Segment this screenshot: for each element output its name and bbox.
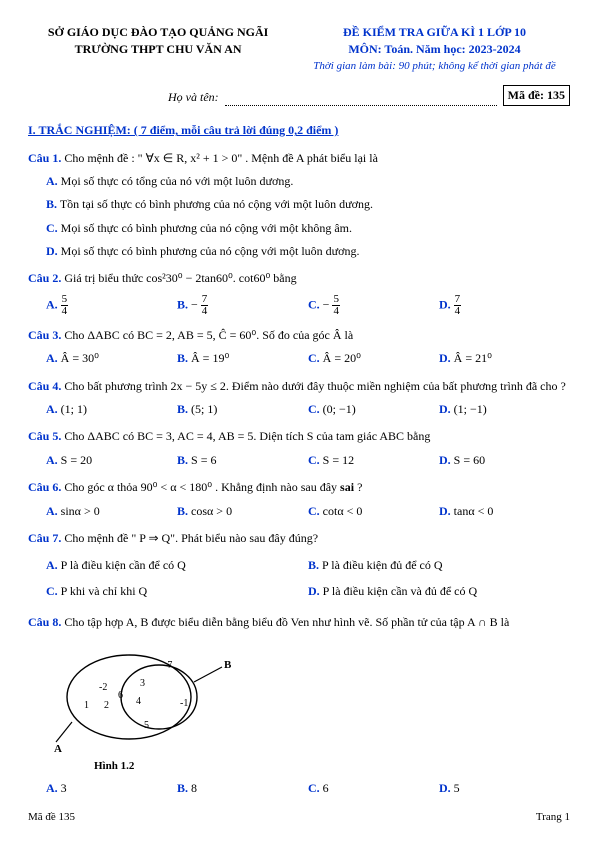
svg-text:2: 2 bbox=[104, 700, 109, 711]
question-5: Câu 5. Cho ΔABC có BC = 3, AC = 4, AB = … bbox=[28, 428, 570, 445]
diagram-caption: Hình 1.2 bbox=[94, 759, 570, 775]
q1-opt-b: B. Tồn tại số thực có bình phương của nó… bbox=[46, 196, 570, 213]
question-2: Câu 2. Giá trị biểu thức cos²30⁰ − 2tan6… bbox=[28, 270, 570, 287]
header: SỞ GIÁO DỤC ĐÀO TẠO QUẢNG NGÃI TRƯỜNG TH… bbox=[28, 24, 570, 75]
footer: Mã đề 135 Trang 1 bbox=[28, 810, 570, 826]
question-4: Câu 4. Cho bất phương trình 2x − 5y ≤ 2.… bbox=[28, 378, 570, 395]
svg-text:1: 1 bbox=[84, 700, 89, 711]
q1-opt-c: C. Mọi số thực có bình phương của nó cộn… bbox=[46, 220, 570, 237]
svg-text:B: B bbox=[224, 659, 232, 671]
footer-left: Mã đề 135 bbox=[28, 810, 75, 826]
exam-title: ĐỀ KIỂM TRA GIỮA KÌ 1 LỚP 10 bbox=[299, 24, 570, 41]
question-1: Câu 1. Cho mệnh đề : " ∀x ∈ R, x² + 1 > … bbox=[28, 150, 570, 167]
venn-diagram: A B -7 -2 3 6 1 2 4 5 -1 Hình 1.2 bbox=[54, 642, 570, 775]
svg-text:-1: -1 bbox=[180, 698, 188, 709]
q2-options: A. 54 B. − 74 C. − 54 D. 74 bbox=[46, 294, 570, 317]
q8-options: A. 3 B. 8 C. 6 D. 5 bbox=[46, 780, 570, 797]
q6-options: A. sinα > 0 B. cosα > 0 C. cotα < 0 D. t… bbox=[46, 503, 570, 520]
q-text: Cho mệnh đề : " ∀x ∈ R, x² + 1 > 0" . Mệ… bbox=[64, 151, 378, 165]
svg-text:5: 5 bbox=[144, 720, 149, 731]
exam-time: Thời gian làm bài: 90 phút; không kể thờ… bbox=[299, 59, 570, 75]
q4-options: A. (1; 1) B. (5; 1) C. (0; −1) D. (1; −1… bbox=[46, 401, 570, 418]
q1-opt-a: A. Mọi số thực có tổng của nó với một lu… bbox=[46, 173, 570, 190]
svg-text:A: A bbox=[54, 743, 62, 755]
name-label: Họ và tên: bbox=[168, 89, 219, 106]
q5-options: A. S = 20 B. S = 6 C. S = 12 D. S = 60 bbox=[46, 452, 570, 469]
question-7: Câu 7. Cho mệnh đề " P ⇒ Q". Phát biểu n… bbox=[28, 530, 570, 547]
footer-right: Trang 1 bbox=[536, 810, 570, 826]
question-3: Câu 3. Cho ΔABC có BC = 2, AB = 5, Ĉ = 6… bbox=[28, 327, 570, 344]
svg-text:-2: -2 bbox=[99, 682, 107, 693]
q3-options: A. Â = 30⁰ B. Â = 19⁰ C. Â = 20⁰ D. Â = … bbox=[46, 350, 570, 367]
svg-text:6: 6 bbox=[118, 690, 123, 701]
name-row: Họ và tên: Mã đề: 135 bbox=[28, 85, 570, 106]
question-8: Câu 8. Cho tập hợp A, B được biểu diễn b… bbox=[28, 614, 570, 631]
svg-text:3: 3 bbox=[140, 678, 145, 689]
school: TRƯỜNG THPT CHU VĂN AN bbox=[28, 41, 288, 58]
q7-options: A. P là điều kiện cần để có Q B. P là đi… bbox=[46, 553, 570, 604]
q1-opt-d: D. Mọi số thực có bình phương của nó cộn… bbox=[46, 243, 570, 260]
dept: SỞ GIÁO DỤC ĐÀO TẠO QUẢNG NGÃI bbox=[28, 24, 288, 41]
name-line bbox=[225, 96, 497, 106]
question-6: Câu 6. Cho góc α thỏa 90⁰ < α < 180⁰ . K… bbox=[28, 479, 570, 496]
svg-text:-7: -7 bbox=[164, 660, 172, 671]
exam-code: Mã đề: 135 bbox=[503, 85, 570, 106]
q-label: Câu 1. bbox=[28, 151, 61, 165]
exam-subject: MÔN: Toán. Năm học: 2023-2024 bbox=[299, 41, 570, 58]
svg-text:4: 4 bbox=[136, 696, 141, 707]
section-title: I. TRẮC NGHIỆM: ( 7 điểm, mỗi câu trả lờ… bbox=[28, 122, 570, 139]
